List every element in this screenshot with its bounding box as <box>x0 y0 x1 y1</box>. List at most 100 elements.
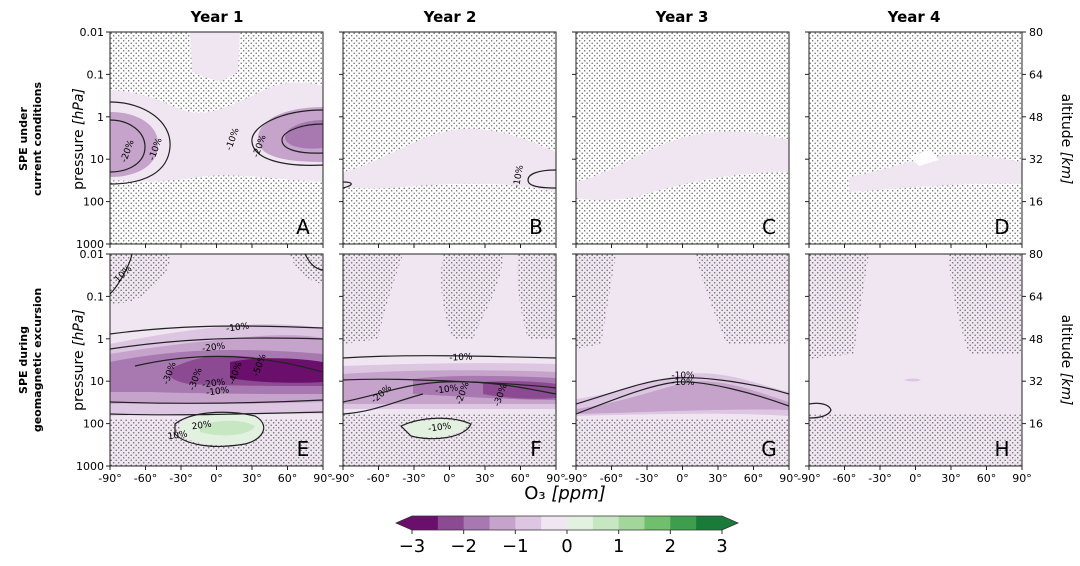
x-tick-label: 90° <box>779 472 799 485</box>
x-tick-label: 30° <box>242 472 262 485</box>
y-right-tick-label: 64 <box>1029 290 1043 303</box>
colorbar-segment <box>696 516 722 530</box>
colorbar-segment <box>438 516 464 530</box>
y-right-tick-label: 80 <box>1029 26 1043 39</box>
colorbar-segment <box>515 516 541 530</box>
panel-letter: F <box>530 437 542 461</box>
row-label-top-line1: SPE under <box>17 107 30 171</box>
x-tick-label: 0° <box>676 472 689 485</box>
y-tick-label: 0.1 <box>87 290 105 303</box>
y-tick-label: 0.01 <box>80 248 105 261</box>
y-right-tick-label: 48 <box>1029 333 1043 346</box>
y-right-tick-label: 32 <box>1029 153 1043 166</box>
x-tick-label: 90° <box>546 472 566 485</box>
colorbar-tick-label: 2 <box>665 536 676 557</box>
colorbar-min-arrow <box>396 516 412 530</box>
column-title-year-3: Year 3 <box>655 8 709 26</box>
x-tick-label: 0° <box>210 472 223 485</box>
x-tick-label: 60° <box>278 472 298 485</box>
colorbar-tick-label: −3 <box>399 536 426 557</box>
y-right-tick-label: 32 <box>1029 375 1043 388</box>
y-right-tick-label: 16 <box>1029 418 1043 431</box>
y-tick-label: 100 <box>83 196 104 209</box>
row-label-bottom-line1: SPE during <box>17 326 30 394</box>
column-title-year-1: Year 1 <box>190 8 244 26</box>
ylabel-altitude-bottom: altitude [km] <box>1058 315 1074 406</box>
x-tick-label: -30° <box>635 472 658 485</box>
y-right-tick-label: 16 <box>1029 196 1043 209</box>
colorbar-tick-label: −2 <box>450 536 477 557</box>
panel-D: D 80 64 48 32 16 <box>805 26 1043 248</box>
colorbar-segment <box>464 516 490 530</box>
y-tick-label: 0.1 <box>87 68 105 81</box>
panel-H: H8064483216-90°-60°-30°0°30°60°90° <box>797 248 1043 485</box>
contour-label: -10% <box>449 352 473 363</box>
colorbar-segment <box>645 516 671 530</box>
ylabel-pressure-bottom: pressure [hPa] <box>71 309 87 411</box>
y-tick-label: 0.01 <box>80 26 105 39</box>
contour-label: -10% <box>671 378 695 388</box>
xlabel: O₃ [ppm] <box>524 483 606 504</box>
colorbar-segment <box>593 516 619 530</box>
panel-letter: H <box>994 437 1009 461</box>
row-label-bottom-line2: geomagnetic excursion <box>31 288 44 432</box>
colorbar-segment <box>567 516 593 530</box>
x-tick-label: -60° <box>134 472 157 485</box>
x-tick-label: -30° <box>169 472 192 485</box>
x-tick-label: 30° <box>475 472 495 485</box>
column-title-year-4: Year 4 <box>887 8 941 26</box>
panel-G: -10%-10%G-90°-60°-30°0°30°60°90° <box>564 254 798 485</box>
y-tick-label: 100 <box>83 418 104 431</box>
colorbar-segment <box>541 516 567 530</box>
panel-letter: G <box>761 437 777 461</box>
panel-letter: E <box>297 437 310 461</box>
x-tick-label: 60° <box>744 472 764 485</box>
colorbar-segment <box>670 516 696 530</box>
ozone-change-figure: Year 1 Year 2 Year 3 Year 4 SPE under cu… <box>0 0 1080 566</box>
panel-F: -10%-20%-10%-20%-30%-10%F-90°-60°-30°0°3… <box>331 254 565 485</box>
x-tick-label: 60° <box>977 472 997 485</box>
panels-layer: -20%-10%-10%-20%A0.010.11101001000-10%BC… <box>76 26 1043 485</box>
x-tick-label: 60° <box>511 472 531 485</box>
colorbar-tick-label: 1 <box>613 536 624 557</box>
ylabel-pressure-top: pressure [hPa] <box>71 88 87 190</box>
colorbar-segment <box>412 516 438 530</box>
x-tick-label: -60° <box>367 472 390 485</box>
panel-letter: D <box>994 215 1009 239</box>
colorbar-segment <box>490 516 516 530</box>
x-tick-label: -30° <box>402 472 425 485</box>
column-title-year-2: Year 2 <box>423 8 477 26</box>
panel-B: -10%B <box>339 32 556 248</box>
y-right-tick-label: 48 <box>1029 111 1043 124</box>
y-tick-label: 1 <box>97 333 104 346</box>
x-tick-label: 90° <box>1012 472 1032 485</box>
panel-letter: B <box>529 215 543 239</box>
x-tick-label: 0° <box>909 472 922 485</box>
panel-A: -20%-10%-10%-20%A0.010.11101001000 <box>76 26 323 251</box>
y-right-tick-label: 64 <box>1029 68 1043 81</box>
panel-C: C <box>572 32 789 248</box>
colorbar-tick-label: −1 <box>502 536 529 557</box>
colorbar-max-arrow <box>722 516 738 530</box>
panel-letter: C <box>762 215 776 239</box>
y-right-tick-label: 80 <box>1029 248 1043 261</box>
x-tick-label: 0° <box>443 472 456 485</box>
x-tick-label: -90° <box>331 472 354 485</box>
colorbar-tick-label: 0 <box>561 536 572 557</box>
x-tick-label: -90° <box>797 472 820 485</box>
y-tick-label: 10 <box>90 153 104 166</box>
row-label-top-line2: current conditions <box>31 82 44 197</box>
x-tick-label: 90° <box>313 472 333 485</box>
x-tick-label: -60° <box>600 472 623 485</box>
colorbar-tick-label: 3 <box>716 536 727 557</box>
panel-E: 10%-10%-20%-30%-30%-40%-50%-20%-10%20%10… <box>76 248 333 485</box>
x-tick-label: -90° <box>98 472 121 485</box>
y-tick-label: 10 <box>90 375 104 388</box>
y-tick-label: 1 <box>97 111 104 124</box>
x-tick-label: 30° <box>708 472 728 485</box>
ylabel-altitude-top: altitude [km] <box>1058 94 1074 185</box>
colorbar: −3 −2 −1 0 1 2 3 <box>396 516 738 557</box>
x-tick-label: -90° <box>564 472 587 485</box>
x-tick-label: -30° <box>868 472 891 485</box>
panel-letter: A <box>296 215 310 239</box>
